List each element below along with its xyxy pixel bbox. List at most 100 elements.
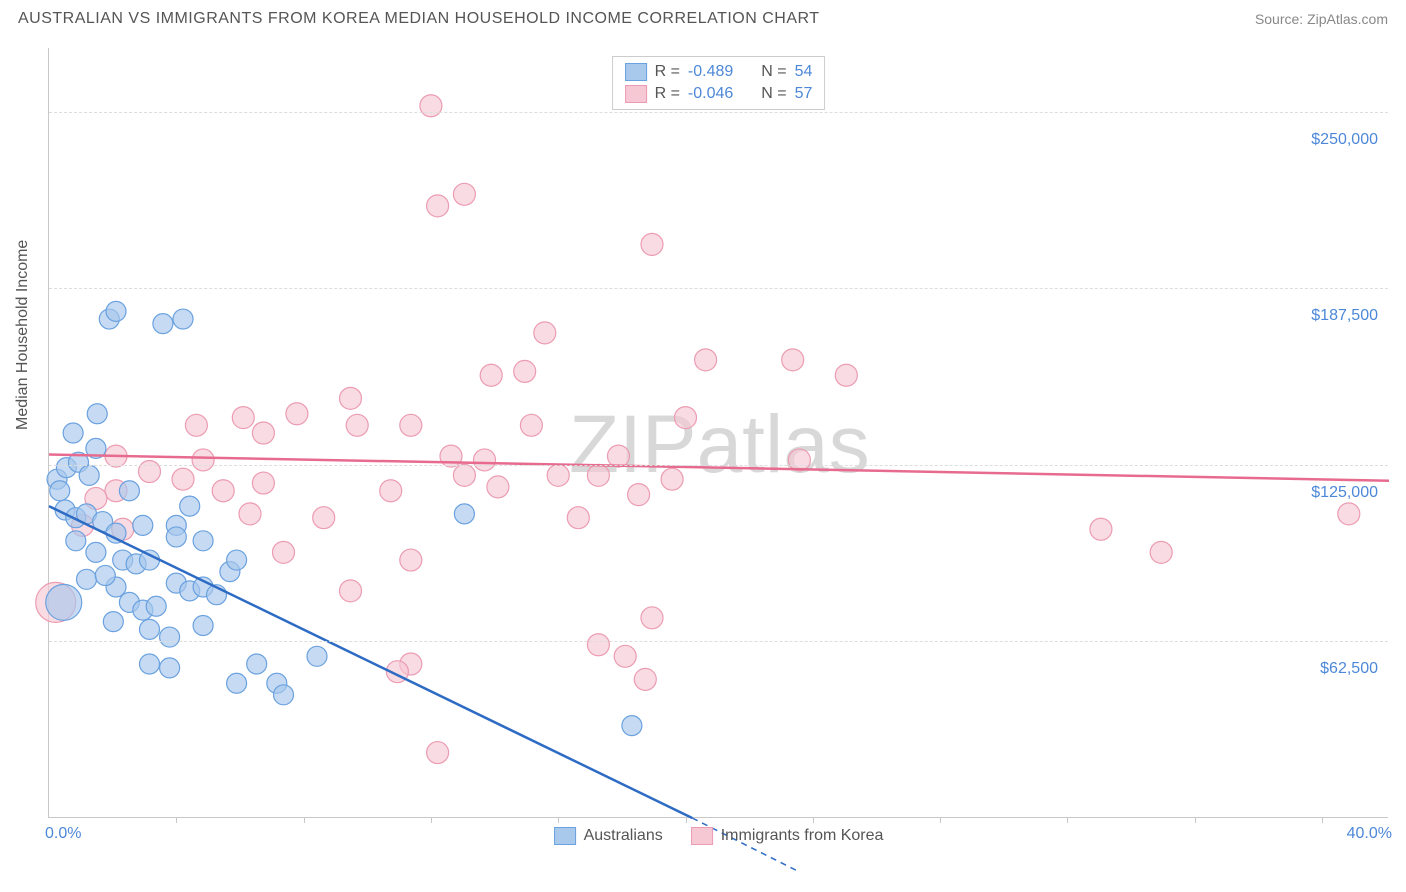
pink-point [695,349,717,371]
x-tick [1067,817,1068,823]
blue-point [274,685,294,705]
n-label: N = [761,85,786,103]
blue-point [193,531,213,551]
pink-point [420,95,442,117]
blue-point [153,314,173,334]
blue-point [133,515,153,535]
pink-point [400,549,422,571]
blue-point [106,523,126,543]
legend-stat-row: R =-0.489N =54 [625,61,813,83]
gridline [49,288,1388,289]
blue-point [119,481,139,501]
legend-series-label: Immigrants from Korea [721,827,884,845]
blue-point [79,465,99,485]
blue-point [160,627,180,647]
pink-point [252,472,274,494]
blue-point [140,654,160,674]
pink-point [782,349,804,371]
r-label: R = [655,85,680,103]
pink-point [313,507,335,529]
pink-point [453,464,475,486]
legend-series-item: Immigrants from Korea [691,827,884,845]
legend-swatch [625,85,647,103]
pink-regression-line [49,455,1389,481]
r-value: -0.489 [688,63,733,81]
pink-point [520,414,542,436]
blue-point [227,550,247,570]
pink-point [634,668,656,690]
legend-stat-row: R = -0.046 N = 57 [625,83,813,105]
pink-point [453,183,475,205]
chart-header: AUSTRALIAN VS IMMIGRANTS FROM KOREA MEDI… [0,0,1406,34]
gridline [49,112,1388,113]
blue-point [173,309,193,329]
blue-point [50,481,70,501]
pink-point [675,407,697,429]
y-tick-label: $125,000 [1311,484,1378,502]
pink-point [641,233,663,255]
blue-point [160,658,180,678]
blue-point [146,596,166,616]
pink-point [661,468,683,490]
pink-point [641,607,663,629]
series-legend: Australians Immigrants from Korea [554,827,884,845]
legend-series-item: Australians [554,827,663,845]
x-tick [1322,817,1323,823]
pink-point [614,645,636,667]
x-axis-max-label: 40.0% [1347,825,1392,843]
blue-point [63,423,83,443]
x-tick [686,817,687,823]
pink-point [514,360,536,382]
pink-point [587,464,609,486]
scatter-svg [49,48,1388,817]
x-axis-min-label: 0.0% [45,825,81,843]
blue-point [87,404,107,424]
pink-point [1090,518,1112,540]
blue-point [193,616,213,636]
pink-point [286,403,308,425]
pink-point [212,480,234,502]
blue-point [227,673,247,693]
pink-point [239,503,261,525]
chart-title: AUSTRALIAN VS IMMIGRANTS FROM KOREA MEDI… [18,10,820,28]
blue-point [454,504,474,524]
r-label: R = [655,63,680,81]
source-attribution: Source: ZipAtlas.com [1255,11,1388,27]
pink-point [346,414,368,436]
source-name: ZipAtlas.com [1307,11,1388,27]
pink-point [567,507,589,529]
legend-swatch [625,63,647,81]
legend-swatch [691,827,713,845]
pink-point [340,387,362,409]
pink-point [788,449,810,471]
pink-point [1150,541,1172,563]
pink-point [380,480,402,502]
blue-point [86,542,106,562]
legend-series-label: Australians [584,827,663,845]
gridline [49,641,1388,642]
pink-point [1338,503,1360,525]
legend-swatch [554,827,576,845]
blue-point [46,584,82,620]
n-value: 57 [795,85,813,103]
pink-point [273,541,295,563]
pink-point [192,449,214,471]
blue-point [77,569,97,589]
blue-point [140,550,160,570]
x-tick [304,817,305,823]
blue-point [66,531,86,551]
blue-point [106,301,126,321]
pink-point [340,580,362,602]
pink-point [534,322,556,344]
r-value: -0.046 [688,85,733,103]
pink-point [474,449,496,471]
blue-point [247,654,267,674]
x-tick [431,817,432,823]
pink-point [400,414,422,436]
blue-point [95,565,115,585]
plot-area: ZIPatlas R =-0.489N =54R =-0.046N =57 0.… [48,48,1388,818]
pink-point [480,364,502,386]
pink-point [185,414,207,436]
pink-point [427,195,449,217]
n-label: N = [761,63,786,81]
